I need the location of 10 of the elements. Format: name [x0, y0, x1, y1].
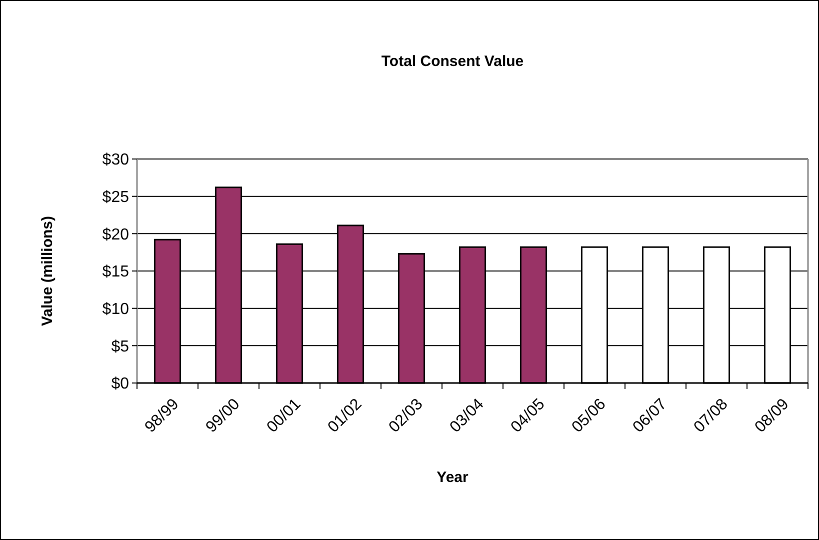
x-axis-title: Year	[436, 469, 469, 486]
y-tick-label: $0	[111, 376, 130, 393]
chart-title: Total Consent Value	[381, 53, 524, 70]
y-axis-title: Value (millions)	[39, 216, 56, 326]
y-tick-label: $15	[102, 264, 130, 281]
y-tick-label: $20	[102, 226, 130, 244]
y-tick-label: $10	[102, 300, 130, 318]
y-tick-label: $5	[111, 338, 130, 356]
y-tick-label: $30	[102, 152, 130, 169]
y-tick-label: $25	[102, 188, 130, 206]
